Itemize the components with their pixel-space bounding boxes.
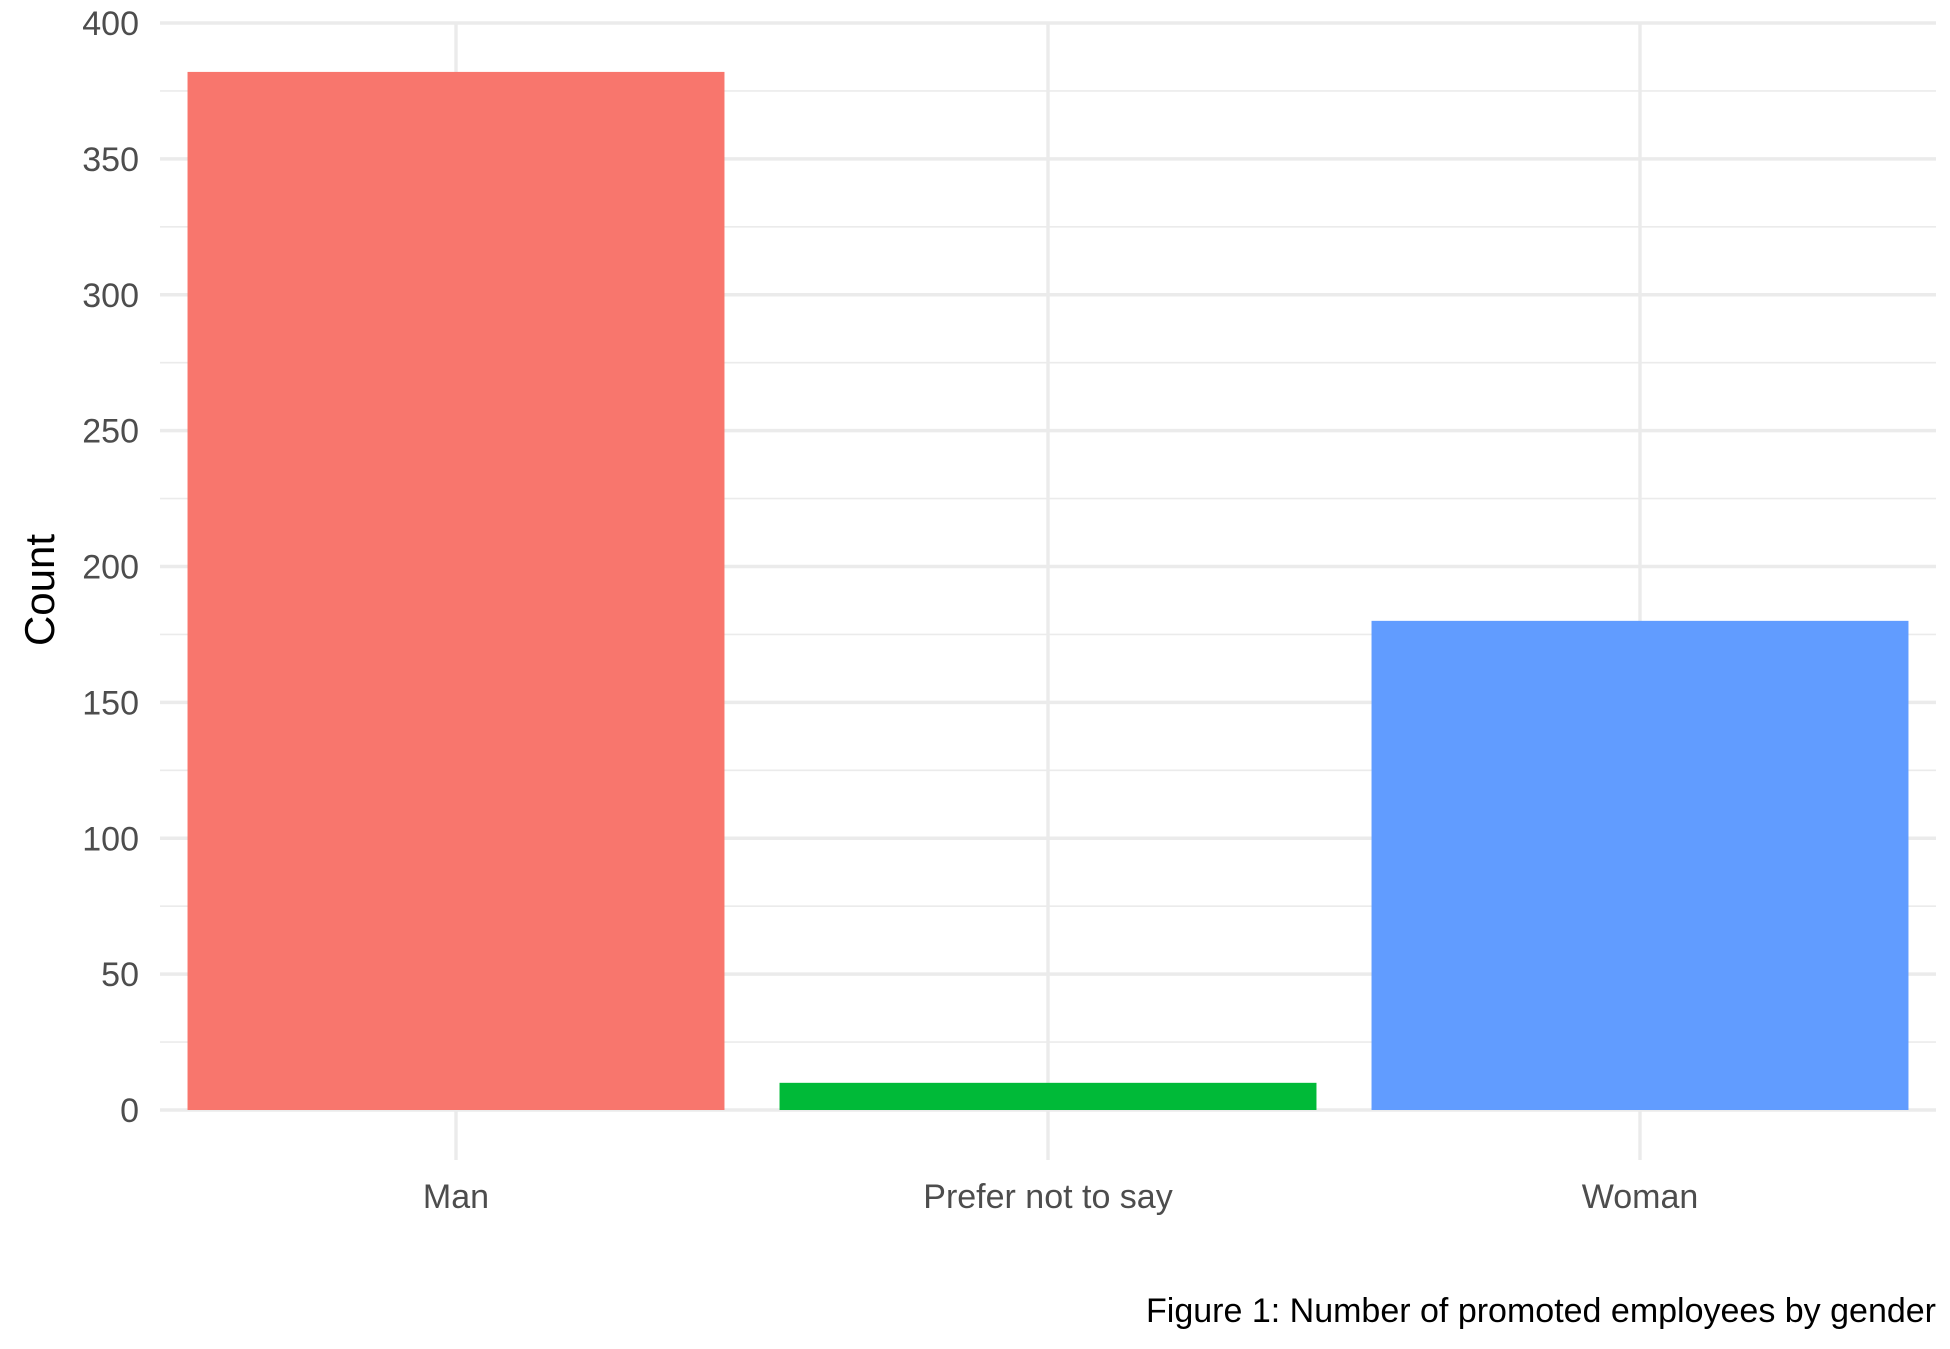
y-tick-label: 100 [82,820,139,858]
y-tick-label: 0 [120,1092,139,1130]
y-tick-label: 250 [82,413,139,451]
bar-man [187,71,725,1110]
y-tick-label: 150 [82,684,139,722]
x-tick-label: Woman [1582,1178,1699,1216]
x-tick-label: Prefer not to say [923,1178,1172,1216]
y-tick-label: 300 [82,277,139,315]
bar-woman [1371,620,1909,1110]
figure-caption: Figure 1: Number of promoted employees b… [1146,1292,1936,1330]
y-tick-label: 350 [82,141,139,179]
y-tick-label: 50 [101,956,139,994]
y-tick-label: 400 [82,5,139,43]
bar-prefer-not-to-say [779,1082,1317,1110]
y-tick-label: 200 [82,549,139,587]
bars [187,71,1909,1110]
y-axis-title: Count [16,534,63,646]
y-axis-ticks: 0 50 100 150 200 250 300 350 400 [82,5,139,1130]
x-tick-label: Man [423,1178,489,1216]
x-axis-ticks: Man Prefer not to say Woman [423,1178,1698,1216]
